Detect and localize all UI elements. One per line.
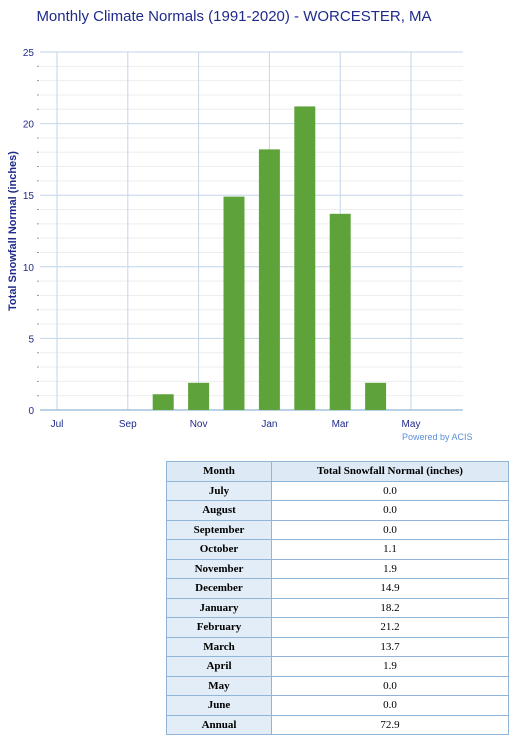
powered-by-acis[interactable]: Powered by ACIS: [402, 432, 473, 442]
table-row: Annual 72.9: [166, 714, 509, 735]
normals-table: Month Total Snowfall Normal (inches) Jul…: [166, 461, 509, 735]
table-row: October 1.1: [166, 539, 509, 560]
table-cell-month: January: [166, 597, 272, 618]
x-tick-label: Sep: [119, 419, 137, 430]
table-row: August 0.0: [166, 500, 509, 521]
table-row: July 0.0: [166, 480, 509, 501]
table-cell-value: 72.9: [271, 714, 509, 735]
table-cell-value: 0.0: [271, 500, 509, 521]
table-body: July 0.0 August 0.0 September 0.0 October 1.1 No…: [166, 480, 509, 735]
table-row: March 13.7: [166, 636, 509, 657]
table-cell-value: 0.0: [271, 519, 509, 540]
bar-january: [258, 149, 280, 410]
table-cell-month: August: [166, 500, 272, 521]
table-row: November 1.9: [166, 558, 509, 579]
table-cell-value: 0.0: [271, 480, 509, 501]
y-axis-label: Total Snowfall Normal (inches): [7, 151, 19, 311]
table-cell-month: July: [166, 480, 272, 501]
table-row: January 18.2: [166, 597, 509, 618]
table-cell-month: February: [166, 617, 272, 638]
y-tick-label: 15: [23, 191, 35, 202]
table-cell-value: 1.9: [271, 558, 509, 579]
bar-april: [365, 382, 387, 410]
normals-table-container: Month Total Snowfall Normal (inches) Jul…: [166, 461, 509, 735]
bar-february: [294, 106, 316, 410]
y-tick-label: 25: [23, 48, 35, 59]
month-column-header: Month: [166, 461, 272, 482]
table-cell-value: 13.7: [271, 636, 509, 657]
bar-november: [188, 382, 210, 410]
table-cell-month: September: [166, 519, 272, 540]
table-cell-month: March: [166, 636, 272, 657]
x-tick-label: Jan: [261, 419, 277, 430]
table-cell-month: November: [166, 558, 272, 579]
table-cell-value: 1.9: [271, 656, 509, 677]
table-cell-value: 14.9: [271, 578, 509, 599]
snowfall-column-header: Total Snowfall Normal (inches): [271, 461, 509, 482]
table-cell-month: April: [166, 656, 272, 677]
table-cell-month: October: [166, 539, 272, 560]
x-tick-label: May: [402, 419, 421, 430]
y-tick-label: 0: [28, 406, 34, 417]
chart-title: Monthly Climate Normals (1991-2020) - WO…: [36, 8, 432, 25]
table-cell-value: 0.0: [271, 695, 509, 716]
table-cell-month: December: [166, 578, 272, 599]
bar-october: [152, 394, 174, 410]
bar-march: [329, 213, 351, 410]
table-cell-month: June: [166, 695, 272, 716]
table-cell-value: 18.2: [271, 597, 509, 618]
table-row: June 0.0: [166, 695, 509, 716]
table-cell-value: 0.0: [271, 675, 509, 696]
table-cell-value: 21.2: [271, 617, 509, 638]
table-row: December 14.9: [166, 578, 509, 599]
table-row: April 1.9: [166, 656, 509, 677]
table-header-row: Month Total Snowfall Normal (inches): [166, 461, 509, 482]
snowfall-chart: 0 5 10 15 20 25 Jul Sep Nov Jan Mar May Total Snowfa…: [7, 48, 463, 430]
table-row: September 0.0: [166, 519, 509, 540]
y-tick-label: 20: [23, 120, 35, 131]
table-cell-month: May: [166, 675, 272, 696]
x-tick-label: Jul: [51, 419, 64, 430]
x-tick-label: Nov: [190, 419, 208, 430]
table-row: May 0.0: [166, 675, 509, 696]
y-tick-label: 5: [28, 334, 34, 345]
y-tick-label: 10: [23, 263, 35, 274]
table-cell-month: Annual: [166, 714, 272, 735]
bar-december: [223, 196, 245, 410]
x-tick-label: Mar: [332, 419, 350, 430]
table-cell-value: 1.1: [271, 539, 509, 560]
table-row: February 21.2: [166, 617, 509, 638]
